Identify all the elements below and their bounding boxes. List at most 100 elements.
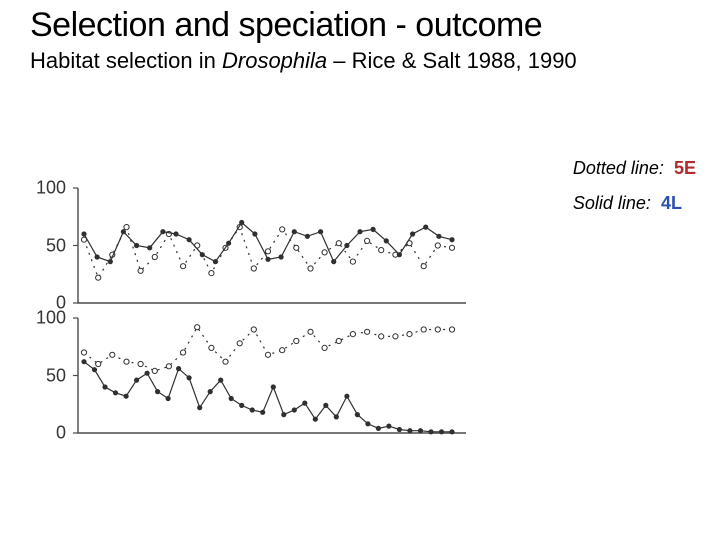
dotted-series-marker: [365, 329, 370, 334]
solid-series-marker: [418, 428, 423, 433]
chart-top: 050100: [70, 182, 470, 307]
dotted-series-marker: [280, 348, 285, 353]
dotted-series-marker: [223, 359, 228, 364]
dotted-series-marker: [265, 249, 270, 254]
solid-series-marker: [113, 390, 118, 395]
dotted-series-marker: [449, 327, 454, 332]
solid-series-marker: [81, 231, 86, 236]
ytick-label: 50: [22, 365, 66, 386]
dotted-series-marker: [96, 361, 101, 366]
ytick-label: 50: [22, 235, 66, 256]
solid-series-marker: [305, 234, 310, 239]
legend-solid: Solid line: 4L: [573, 193, 696, 214]
chart-bottom-ylabels: 050100: [22, 312, 66, 437]
legend-dotted-label: Dotted line:: [573, 158, 664, 178]
subtitle-suffix: – Rice & Salt 1988, 1990: [327, 48, 577, 73]
dotted-series-marker: [280, 227, 285, 232]
page-subtitle: Habitat selection in Drosophila – Rice &…: [30, 48, 577, 74]
subtitle-prefix: Habitat selection in: [30, 48, 222, 73]
solid-series-marker: [226, 241, 231, 246]
solid-series-marker: [334, 414, 339, 419]
dotted-series-marker: [308, 266, 313, 271]
solid-series-marker: [344, 243, 349, 248]
dotted-series-marker: [350, 259, 355, 264]
solid-series-marker: [318, 229, 323, 234]
solid-series-marker: [197, 405, 202, 410]
solid-series-marker: [102, 384, 107, 389]
solid-series-marker: [313, 417, 318, 422]
solid-series-marker: [108, 259, 113, 264]
dotted-series-marker: [124, 359, 129, 364]
ytick-label: 100: [22, 178, 66, 199]
solid-series-marker: [265, 257, 270, 262]
solid-series-marker: [250, 407, 255, 412]
legend: Dotted line: 5E Solid line: 4L: [573, 158, 696, 228]
solid-series-marker: [95, 254, 100, 259]
ytick-label: 100: [22, 308, 66, 329]
solid-series-marker: [134, 378, 139, 383]
subtitle-italic: Drosophila: [222, 48, 327, 73]
dotted-series-marker: [322, 250, 327, 255]
dotted-series-marker: [336, 241, 341, 246]
charts-container: 050100 050100: [70, 182, 470, 442]
solid-series-marker: [271, 384, 276, 389]
solid-series-marker: [145, 371, 150, 376]
solid-series-marker: [331, 259, 336, 264]
chart-top-ylabels: 050100: [22, 182, 66, 307]
solid-series-marker: [365, 421, 370, 426]
solid-series-marker: [218, 378, 223, 383]
solid-series-marker: [252, 231, 257, 236]
dotted-series-marker: [152, 368, 157, 373]
legend-solid-label: Solid line:: [573, 193, 651, 213]
dotted-series-marker: [294, 338, 299, 343]
dotted-series-marker: [379, 248, 384, 253]
dotted-series-marker: [138, 361, 143, 366]
solid-series-marker: [213, 259, 218, 264]
solid-series-marker: [344, 394, 349, 399]
dotted-series-marker: [393, 334, 398, 339]
solid-series-marker: [200, 252, 205, 257]
solid-series-marker: [166, 396, 171, 401]
dotted-series-marker: [81, 350, 86, 355]
dotted-series-marker: [365, 238, 370, 243]
solid-series-marker: [292, 407, 297, 412]
solid-series-marker: [187, 375, 192, 380]
solid-series-marker: [423, 225, 428, 230]
dotted-series-marker: [237, 341, 242, 346]
dotted-series-marker: [379, 334, 384, 339]
legend-dotted-value: 5E: [669, 158, 696, 178]
dotted-series-marker: [251, 327, 256, 332]
solid-series-marker: [410, 231, 415, 236]
solid-series-marker: [323, 403, 328, 408]
solid-series-marker: [260, 410, 265, 415]
solid-series-marker: [124, 394, 129, 399]
dotted-series-marker: [195, 325, 200, 330]
solid-series-marker: [134, 243, 139, 248]
dotted-series-marker: [181, 350, 186, 355]
solid-series-marker: [292, 229, 297, 234]
solid-series-marker: [229, 396, 234, 401]
solid-series-marker: [187, 237, 192, 242]
solid-series-marker: [355, 412, 360, 417]
solid-series-marker: [239, 220, 244, 225]
solid-series-marker: [176, 366, 181, 371]
page-title: Selection and speciation - outcome: [30, 6, 542, 45]
solid-series-marker: [384, 238, 389, 243]
dotted-series-marker: [350, 332, 355, 337]
solid-series-marker: [155, 389, 160, 394]
dotted-series-marker: [322, 345, 327, 350]
solid-series-marker: [439, 429, 444, 434]
solid-series-marker: [279, 254, 284, 259]
solid-series-marker: [397, 427, 402, 432]
dotted-series-marker: [138, 268, 143, 273]
solid-series-marker: [92, 367, 97, 372]
dotted-series-marker: [407, 332, 412, 337]
ytick-label: 0: [22, 423, 66, 444]
solid-series-marker: [436, 234, 441, 239]
solid-series-marker: [160, 229, 165, 234]
dotted-series-marker: [251, 266, 256, 271]
dotted-series-marker: [124, 225, 129, 230]
dotted-series-marker: [209, 271, 214, 276]
solid-series-marker: [407, 428, 412, 433]
dotted-series-marker: [435, 327, 440, 332]
